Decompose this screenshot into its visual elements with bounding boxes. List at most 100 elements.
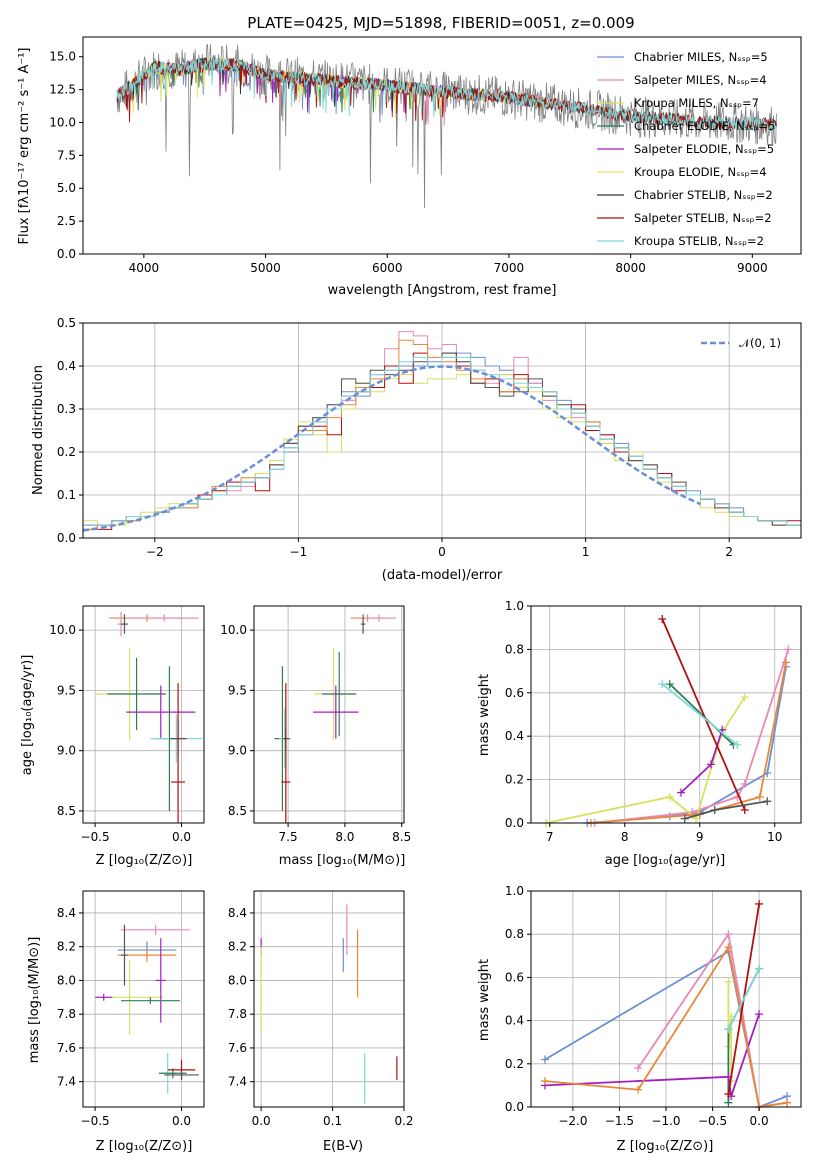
legend-entry-label: Kroupa ELODIE, Nₛₛₚ=4 (634, 165, 767, 179)
mass-weight-marker (724, 930, 733, 939)
weight-vs-z-ticks: −2.0 −1.5 −1.0 −0.5 0.0 0.0 0.2 0.4 0.6 0.8 1.0 (505, 884, 769, 1128)
mass-vs-ebv-plot-area (260, 904, 398, 1104)
age-vs-z-xlabel: Z [log₁₀(Z/Z⊙)] (96, 853, 193, 868)
y-tick-label: 12.5 (49, 83, 76, 97)
y-tick-label: 0.8 (505, 927, 524, 941)
x-tick-label: −1 (290, 545, 308, 559)
errorbar-point (121, 614, 128, 634)
legend-entry-label: Salpeter ELODIE, Nₛₛₚ=5 (634, 142, 774, 156)
age-vs-z-ylabel: age [log₁₀(age/yr)] (20, 655, 35, 776)
residuals-legend: 𝒩(0, 1) (701, 336, 781, 350)
y-tick-label: 0.5 (57, 316, 76, 330)
legend-entry-label: Salpeter MILES, Nₛₛₚ=4 (634, 73, 767, 87)
errorbar-point (281, 683, 291, 823)
x-tick-label: −0.5 (698, 1114, 727, 1128)
mass-vs-z-ticks: −0.5 0.0 7.4 7.6 7.8 8.0 8.2 8.4 (57, 906, 191, 1128)
mass-weight-marker (540, 1055, 549, 1064)
weight-vs-z-xlabel: Z [log₁₀(Z/Z⊙)] (617, 1139, 714, 1154)
y-tick-label: 7.8 (228, 1007, 247, 1021)
weight-vs-age-xlabel: age [log₁₀(age/yr)] (605, 853, 726, 868)
residual-histogram (83, 356, 801, 526)
errorbar-point (121, 997, 180, 1005)
weight-vs-z-grid (531, 890, 801, 1108)
age-vs-mass-frame (253, 605, 405, 824)
mass-weight-line (590, 662, 787, 824)
errorbar-point (107, 657, 166, 731)
y-tick-label: 7.6 (228, 1041, 247, 1055)
age-vs-z-plot-area (95, 612, 203, 823)
x-tick-label: 8000 (615, 261, 646, 275)
x-tick-label: −1.0 (651, 1114, 680, 1128)
y-tick-label: 9.0 (57, 744, 76, 758)
mass-weight-marker (755, 899, 764, 908)
x-tick-label: −1.5 (605, 1114, 634, 1128)
x-tick-label: 7000 (494, 261, 525, 275)
mass-weight-marker (784, 645, 793, 654)
age-vs-z-panel: −0.5 0.0 8.5 9.0 9.5 10.0 Z [log₁₀(Z/Z⊙)] age… (20, 605, 205, 868)
y-tick-label: 0.8 (505, 642, 524, 656)
x-tick-label: 6000 (372, 261, 403, 275)
x-tick-label: 9000 (737, 261, 768, 275)
y-tick-label: 10.0 (220, 623, 247, 637)
y-tick-label: 7.5 (57, 148, 76, 162)
mass-weight-marker (755, 1010, 764, 1019)
y-tick-label: 8.4 (228, 906, 247, 920)
x-tick-label: 8.0 (335, 830, 354, 844)
mass-weight-marker (724, 943, 733, 952)
mass-weight-line (727, 981, 733, 1082)
age-vs-mass-plot-area (274, 614, 397, 823)
x-tick-label: 1 (582, 545, 590, 559)
residuals-ticks: −2 −1 0 1 2 0.0 0.1 0.2 0.3 0.4 0.5 (57, 316, 733, 559)
mass-vs-z-frame (82, 890, 205, 1108)
y-tick-label: 1.0 (505, 599, 524, 613)
age-vs-mass-xlabel: mass [log₁₀(M/M⊙)] (279, 853, 406, 868)
mass-vs-z-plot-area (95, 924, 199, 1094)
age-vs-mass-grid (254, 606, 404, 823)
y-tick-label: 8.2 (228, 940, 247, 954)
errorbar-point (155, 938, 166, 1023)
mass-weight-marker (740, 693, 749, 702)
mass-weight-marker (710, 805, 719, 814)
mass-weight-line (669, 683, 735, 746)
x-tick-label: 5000 (250, 261, 281, 275)
mass-weight-marker (540, 1077, 549, 1086)
residuals-ylabel: Normed distribution (31, 365, 46, 495)
mass-weight-marker (665, 792, 674, 801)
errorbar-point (121, 924, 128, 986)
age-vs-mass-panel: 7.5 8.0 8.5 8.5 9.0 9.5 10.0 mass [log₁₀(M/M⊙)… (220, 605, 411, 868)
y-tick-label: 0.0 (57, 531, 76, 545)
y-tick-label: 0.4 (505, 1014, 524, 1028)
x-tick-label: 0.0 (750, 1114, 769, 1128)
y-tick-label: 5.0 (57, 181, 76, 195)
mass-weight-marker (658, 615, 667, 624)
mass-weight-marker (665, 680, 674, 689)
weight-vs-age-plot-area (542, 615, 793, 827)
spectrum-plot-area (116, 44, 777, 209)
legend-entry-label: Kroupa MILES, Nₛₛₚ=7 (634, 96, 759, 110)
weight-vs-z-panel: −2.0 −1.5 −1.0 −0.5 0.0 0.0 0.2 0.4 0.6 0.8 1.0 Z … (477, 884, 802, 1154)
y-tick-label: 8.0 (57, 973, 76, 987)
y-tick-label: 0.0 (505, 816, 524, 830)
y-tick-label: 7.8 (57, 1007, 76, 1021)
legend-entry-label: Chabrier ELODIE, Nₛₛₚ=5 (634, 119, 775, 133)
x-tick-label: 10 (767, 830, 782, 844)
y-tick-label: 0.4 (57, 359, 76, 373)
spectrum-ylabel: Flux [fλ10⁻¹⁷ erg cm⁻² s⁻¹ A⁻¹] (17, 48, 32, 245)
mass-weight-marker (763, 797, 772, 806)
y-tick-label: 8.2 (57, 940, 76, 954)
x-tick-label: 2 (725, 545, 733, 559)
mass-weight-marker (634, 1064, 643, 1073)
legend-entry-label: Salpeter STELIB, Nₛₛₚ=2 (634, 211, 772, 225)
y-tick-label: 0.3 (57, 402, 76, 416)
y-tick-label: 0.1 (57, 488, 76, 502)
mass-vs-ebv-ticks: 0.0 0.1 0.2 7.4 7.6 7.8 8.0 8.2 8.4 (228, 906, 414, 1128)
errorbar-point (95, 993, 113, 1001)
y-tick-label: 1.0 (505, 884, 524, 898)
mass-weight-marker (783, 1098, 792, 1107)
mass-weight-marker (680, 814, 689, 823)
mass-weight-marker (724, 1098, 733, 1107)
mass-weight-line (661, 683, 738, 746)
x-tick-label: 0.0 (252, 1114, 271, 1128)
